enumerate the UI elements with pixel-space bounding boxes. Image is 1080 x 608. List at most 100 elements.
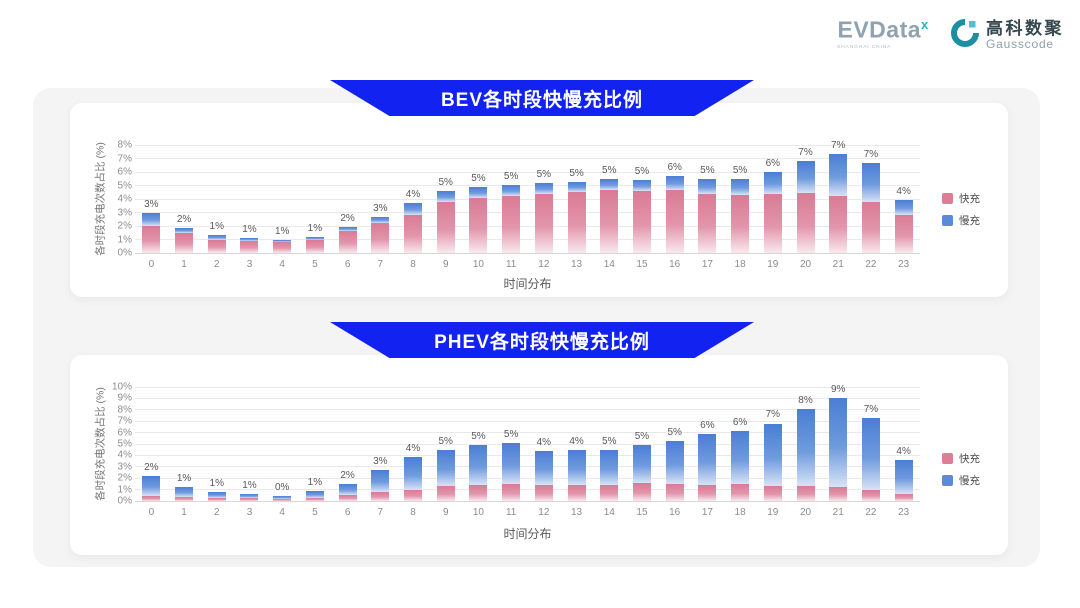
legend-swatch [942,453,953,464]
x-tick-label: 21 [832,259,844,270]
bar-segment-fast-charge [404,214,423,253]
bar-segment-slow-charge [567,182,586,193]
bar-segment-slow-charge [240,494,259,499]
gridline [135,489,920,491]
x-tick-label: 14 [603,259,615,270]
y-tick-label: 10% [111,381,132,393]
bar-segment-slow-charge [273,240,292,242]
bev-x-axis-ticks: 0 1 2 3 4 5 6 7 8 9 10 11 12 13 14 15 16 17 18 19 20 21 22 23 [135,259,920,273]
x-tick-label: 6 [344,259,351,270]
bar-segment-fast-charge [829,196,848,253]
x-tick-label: 15 [636,507,648,518]
bar-segment-fast-charge [763,194,782,253]
legend-label: 慢充 [959,215,980,227]
bar-segment-fast-charge [567,192,586,253]
legend-item: 快充 [942,451,980,466]
bev-chart: 各时段充电次数占比 (%) 0% 1% 2% 3% 4% 5% 6% 7% 8% 3% 2% 1% 1… [70,103,1008,297]
x-tick-label: 16 [669,259,681,270]
bar-value-label: 1% [242,224,257,236]
bev-plot-area: 3% 2% 1% 1% 1% 1% 2% 3% 4% 5% 5% 5% 5% 5% 5% 5% 6% 5% 5% 6%… [135,140,920,254]
gridline [135,252,920,254]
y-tick-label: 1% [117,234,132,245]
bar-segment-fast-charge [142,226,161,253]
x-tick-label: 18 [734,259,746,270]
bar-segment-slow-charge [436,190,455,202]
gridline [135,198,920,200]
bar-segment-slow-charge [338,483,357,495]
bar-value-label: 4% [405,442,421,454]
bar-segment-slow-charge [207,491,226,498]
bar-segment-fast-charge [175,233,194,253]
bar-value-label: 3% [373,202,388,214]
bar-segment-slow-charge [142,213,161,226]
gridline [135,477,920,479]
bar-segment-fast-charge [567,485,586,501]
bar-segment-fast-charge [142,495,161,501]
x-tick-label: 14 [603,507,615,518]
x-tick-label: 2 [213,507,220,518]
bar-segment-fast-charge [305,239,324,253]
bar-value-label: 6% [700,419,715,431]
bar-segment-fast-charge [469,197,488,253]
bar-segment-slow-charge [796,161,815,193]
bar-value-label: 7% [863,403,879,415]
bar-value-label: 1% [307,222,323,234]
bar-value-label: 5% [471,431,486,443]
x-tick-label: 17 [701,259,713,270]
bar-segment-slow-charge [829,154,848,197]
bar-segment-fast-charge [436,201,455,253]
bar-segment-slow-charge [632,445,651,483]
bar-segment-fast-charge [600,485,619,501]
bar-segment-slow-charge [175,228,194,234]
bar-value-label: 5% [700,164,715,176]
bar-value-label: 5% [569,168,584,180]
bar-segment-slow-charge [567,450,586,486]
legend-item: 慢充 [942,473,980,488]
x-tick-label: 8 [410,259,416,270]
gridline [135,239,920,240]
x-tick-label: 19 [767,507,779,518]
bar-segment-slow-charge [175,487,194,498]
bar-value-label: 5% [634,431,650,443]
x-tick-label: 0 [148,259,155,270]
bar-segment-slow-charge [502,443,521,484]
bar-value-label: 7% [863,148,879,160]
x-tick-label: 12 [538,259,550,270]
bar-segment-fast-charge [731,194,750,253]
x-tick-label: 10 [472,259,484,270]
bar-segment-slow-charge [404,203,423,215]
phev-chart: 各时段充电次数占比 (%) 0% 1% 2% 3% 4% 5% 6% 7% 8% 9% 10% 2%… [70,355,1008,555]
bar-segment-fast-charge [861,489,880,501]
bev-chart-card: 各时段充电次数占比 (%) 0% 1% 2% 3% 4% 5% 6% 7% 8% 3% 2% 1% 1… [70,103,1008,297]
bar-value-label: 1% [274,226,290,238]
bar-segment-fast-charge [371,223,390,253]
bar-segment-slow-charge [861,162,880,202]
bar-value-label: 1% [209,221,224,233]
phev-chart-title-banner: PHEV各时段快慢充比例 [330,322,754,358]
phev-y-axis-ticks: 0% 1% 2% 3% 4% 5% 6% 7% 8% 9% 10% [98,382,132,507]
legend-label: 慢充 [959,475,980,487]
bar-value-label: 6% [667,162,682,174]
phev-chart-card: 各时段充电次数占比 (%) 0% 1% 2% 3% 4% 5% 6% 7% 8% 9% 10% 2%… [70,355,1008,555]
evdata-wordmark: EVData [837,16,922,43]
bar-segment-fast-charge [273,499,292,501]
bar-segment-fast-charge [796,486,815,501]
bar-segment-fast-charge [404,489,423,501]
bar-value-label: 5% [602,164,617,176]
bar-segment-fast-charge [371,492,390,501]
bar-segment-slow-charge [240,238,259,241]
gausscode-en: Gausscode [986,37,1054,52]
bar-value-label: 5% [471,172,486,184]
bar-value-label: 3% [144,199,159,211]
bar-segment-slow-charge [338,227,357,232]
legend-label: 快充 [959,193,980,205]
bar-segment-slow-charge [731,178,750,195]
bev-x-axis-title: 时间分布 [503,277,552,291]
x-tick-label: 11 [505,259,517,270]
bar-value-label: 1% [209,477,224,489]
bar-segment-slow-charge [534,450,553,486]
y-tick-label: 0% [117,495,132,507]
x-tick-label: 1 [181,507,187,518]
bar-value-label: 5% [503,429,519,441]
x-tick-label: 2 [213,259,220,270]
